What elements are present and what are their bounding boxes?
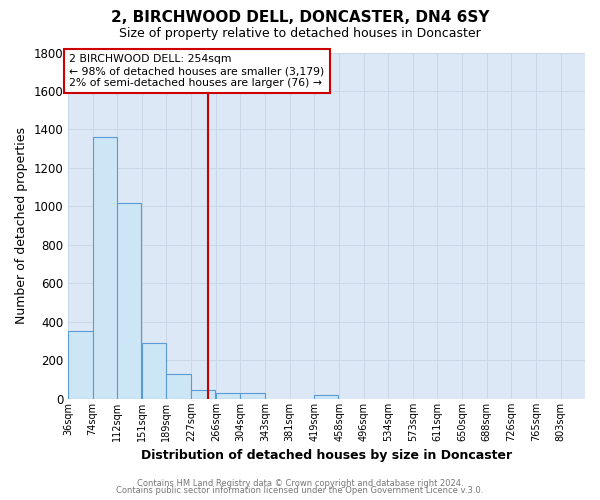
Text: Contains public sector information licensed under the Open Government Licence v.: Contains public sector information licen… bbox=[116, 486, 484, 495]
Text: 2 BIRCHWOOD DELL: 254sqm
← 98% of detached houses are smaller (3,179)
2% of semi: 2 BIRCHWOOD DELL: 254sqm ← 98% of detach… bbox=[70, 54, 325, 88]
Bar bbox=[68, 330, 92, 399]
Bar bbox=[117, 202, 142, 399]
Bar bbox=[142, 343, 166, 399]
Bar bbox=[191, 390, 215, 399]
Bar bbox=[216, 393, 240, 399]
Bar bbox=[314, 396, 338, 399]
Text: Size of property relative to detached houses in Doncaster: Size of property relative to detached ho… bbox=[119, 28, 481, 40]
Bar bbox=[166, 374, 191, 399]
Text: Contains HM Land Registry data © Crown copyright and database right 2024.: Contains HM Land Registry data © Crown c… bbox=[137, 478, 463, 488]
Bar bbox=[240, 393, 265, 399]
Bar bbox=[92, 137, 117, 399]
X-axis label: Distribution of detached houses by size in Doncaster: Distribution of detached houses by size … bbox=[141, 450, 512, 462]
Y-axis label: Number of detached properties: Number of detached properties bbox=[15, 127, 28, 324]
Text: 2, BIRCHWOOD DELL, DONCASTER, DN4 6SY: 2, BIRCHWOOD DELL, DONCASTER, DN4 6SY bbox=[111, 10, 489, 25]
